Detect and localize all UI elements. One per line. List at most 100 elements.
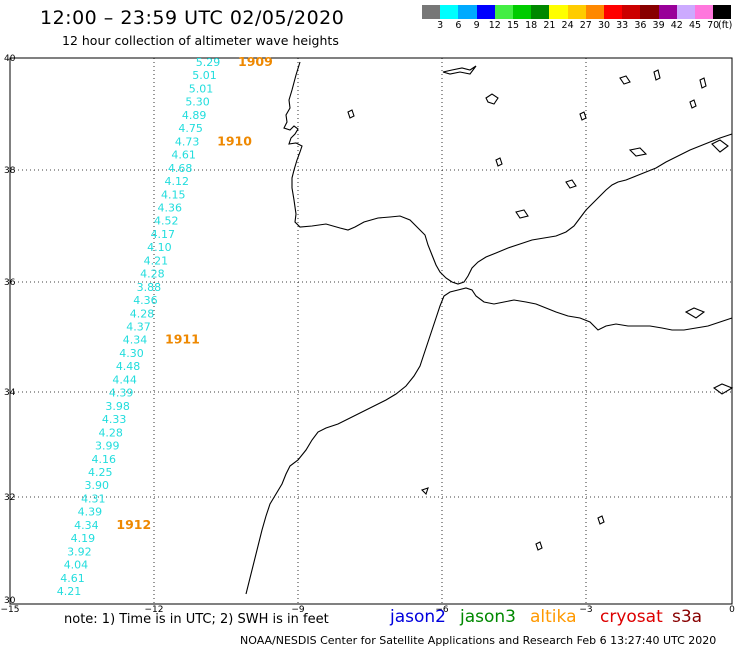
wave-height-label: 4.31 — [81, 492, 106, 505]
island-shape — [515, 209, 529, 219]
map-frame — [9, 57, 733, 605]
wave-height-label: 4.36 — [158, 201, 183, 214]
island-shape — [535, 541, 543, 551]
wave-height-label: 4.39 — [109, 387, 134, 400]
wave-height-label: 4.36 — [133, 294, 158, 307]
satellite-legend-item: altika — [530, 607, 577, 627]
wave-height-label: 5.01 — [189, 82, 214, 95]
scale-label: 45 — [688, 20, 702, 31]
scale-swatch — [604, 5, 623, 19]
lon-tick-label: −3 — [579, 605, 592, 615]
wave-height-label: 4.10 — [147, 241, 172, 254]
wave-height-label: 4.48 — [116, 360, 141, 373]
satellite-legend-item: s3a — [672, 607, 703, 627]
island-shape — [495, 157, 503, 167]
satellite-legend-item: jason3 — [460, 607, 516, 627]
scale-swatch — [622, 5, 641, 19]
scale-label: 15 — [506, 20, 520, 31]
scale-swatch — [422, 5, 441, 19]
satellite-legend-item: jason2 — [390, 607, 446, 627]
scale-swatch — [585, 5, 604, 19]
lat-tick-label: 30 — [4, 596, 16, 606]
lat-tick-label: 32 — [4, 493, 15, 503]
track-times: 1909 1910 1911 1912 — [116, 54, 272, 532]
track-time-label: 1910 — [217, 133, 252, 148]
scale-label: 12 — [488, 20, 501, 31]
wave-height-label: 4.61 — [60, 572, 85, 585]
lon-tick-label: −15 — [1, 605, 20, 615]
altimeter-track: 5.295.015.015.304.894.754.734.614.684.12… — [57, 56, 221, 598]
wave-height-label: 4.75 — [178, 122, 203, 135]
scale-label: 3 — [437, 20, 444, 31]
scale-label: 36 — [634, 20, 647, 31]
wave-height-label: 3.90 — [85, 479, 110, 492]
wave-height-label: 4.30 — [119, 347, 144, 360]
wave-height-label: 5.29 — [196, 56, 221, 69]
scale-label: 6 — [455, 20, 462, 31]
scale-label: 42 — [670, 20, 683, 31]
wave-height-label: 4.44 — [112, 373, 137, 386]
track-time-label: 1911 — [165, 332, 200, 347]
island-shape — [684, 307, 706, 319]
wave-height-label: 4.19 — [71, 532, 96, 545]
island-shape — [579, 111, 587, 121]
scale-swatch — [640, 5, 659, 19]
map-subtitle: 12 hour collection of altimeter wave hei… — [62, 33, 339, 48]
satellite-legend-item: cryosat — [600, 607, 663, 627]
wave-height-label: 3.99 — [95, 440, 120, 453]
lon-tick-label: −12 — [145, 605, 164, 615]
wave-height-label: 3.88 — [137, 281, 162, 294]
scale-swatch — [658, 5, 677, 19]
footer-note: note: 1) Time is in UTC; 2) SWH is in fe… — [64, 612, 329, 627]
scale-label: 9 — [473, 20, 480, 31]
wave-height-label: 3.98 — [105, 400, 130, 413]
lat-tick-label: 36 — [4, 278, 16, 288]
wave-height-label: 4.17 — [151, 228, 176, 241]
wave-height-label: 4.89 — [182, 109, 207, 122]
wave-height-label: 4.25 — [88, 466, 113, 479]
lon-tick-label: −6 — [435, 605, 449, 615]
island-shape — [711, 139, 729, 153]
lat-tick-label: 34 — [4, 388, 16, 398]
lat-tick-label: 38 — [4, 166, 16, 176]
wave-height-label: 4.28 — [130, 307, 155, 320]
iberia-coastline — [283, 61, 733, 285]
scale-swatch — [440, 5, 459, 19]
scale-swatch — [676, 5, 695, 19]
axis-tick-labels: −15 −12 −9 −6 −3 0 40 38 36 34 32 30 — [1, 54, 736, 615]
lat-tick-label: 40 — [4, 54, 16, 64]
wave-height-label: 4.16 — [92, 453, 117, 466]
scale-label: 30 — [597, 20, 611, 31]
wave-height-label: 4.34 — [123, 334, 148, 347]
scale-label: (ft) — [718, 20, 733, 31]
scale-swatch — [567, 5, 586, 19]
scale-label: 70 — [707, 20, 720, 31]
lon-tick-label: −9 — [291, 605, 305, 615]
island-shape — [485, 93, 499, 105]
coastline — [245, 61, 734, 595]
footer-credit: NOAA/NESDIS Center for Satellite Applica… — [240, 634, 717, 647]
wave-height-label: 4.52 — [154, 215, 179, 228]
scale-swatch — [713, 5, 732, 19]
scale-label: 39 — [652, 20, 665, 31]
lon-tick-label: 0 — [729, 605, 735, 615]
island-shape — [689, 99, 697, 109]
scale-swatch — [458, 5, 477, 19]
scale-label: 27 — [579, 20, 592, 31]
island-shape — [619, 75, 631, 85]
wave-height-label: 4.28 — [140, 268, 165, 281]
scale-swatch — [494, 5, 513, 19]
scale-swatch — [695, 5, 714, 19]
wave-height-label: 5.30 — [185, 96, 210, 109]
scale-label: 21 — [543, 20, 556, 31]
island-shape — [653, 69, 661, 81]
wave-height-label: 3.92 — [67, 545, 92, 558]
wave-height-label: 4.61 — [171, 149, 196, 162]
scale-swatch — [476, 5, 495, 19]
wave-height-label: 5.01 — [192, 69, 217, 82]
wave-height-label: 4.37 — [126, 321, 151, 334]
island-shape — [420, 487, 429, 496]
wave-height-label: 4.21 — [57, 585, 82, 598]
island-shape — [565, 179, 577, 189]
